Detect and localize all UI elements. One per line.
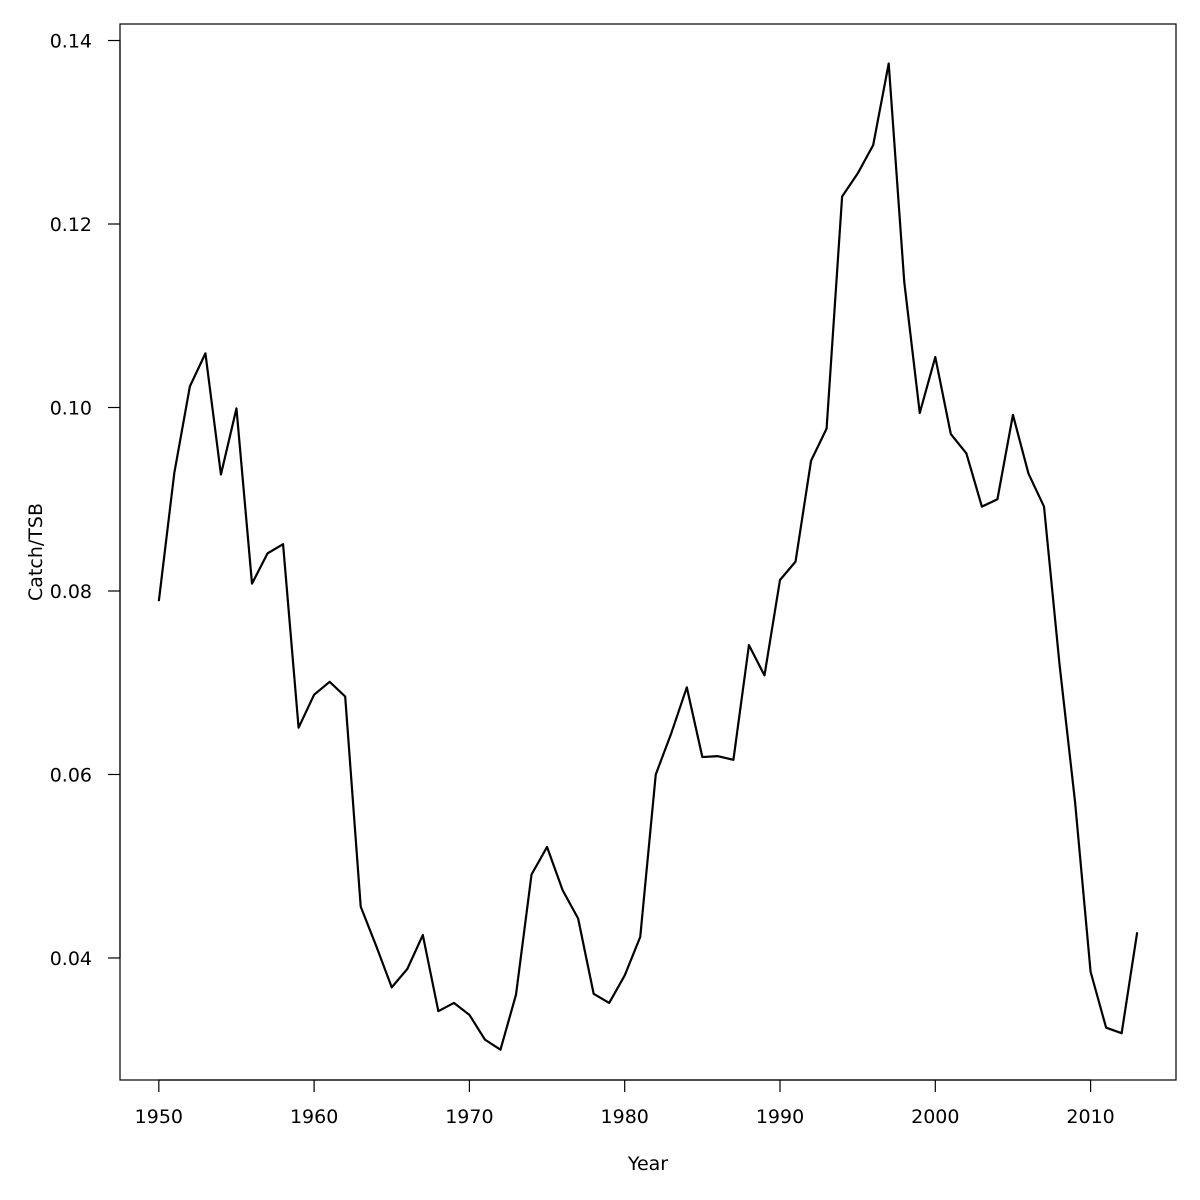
y-tick-label: 0.10 [50, 397, 92, 419]
x-tick-label: 1990 [756, 1106, 804, 1128]
y-tick-label: 0.08 [50, 581, 92, 603]
series-line [157, 62, 1139, 1051]
y-axis-title: Catch/TSB [25, 503, 47, 601]
x-tick-label: 2000 [911, 1106, 959, 1128]
x-axis-title: Year [627, 1153, 668, 1175]
y-tick-label: 0.06 [50, 764, 92, 786]
y-tick-label: 0.14 [50, 31, 92, 53]
x-tick-label: 1980 [601, 1106, 649, 1128]
series-layer [157, 62, 1139, 1051]
x-tick-label: 1950 [135, 1106, 183, 1128]
y-axis: 0.04 0.06 0.08 0.10 0.12 0.14 [50, 31, 121, 970]
x-axis: 1950 1960 1970 1980 1990 2000 2010 [135, 1079, 1115, 1128]
x-tick-label: 1970 [445, 1106, 493, 1128]
plot-frame [119, 23, 1177, 1081]
y-tick-label: 0.04 [50, 948, 92, 970]
x-tick-label: 1960 [290, 1106, 338, 1128]
x-tick-label: 2010 [1066, 1106, 1114, 1128]
y-tick-label: 0.12 [50, 214, 92, 236]
